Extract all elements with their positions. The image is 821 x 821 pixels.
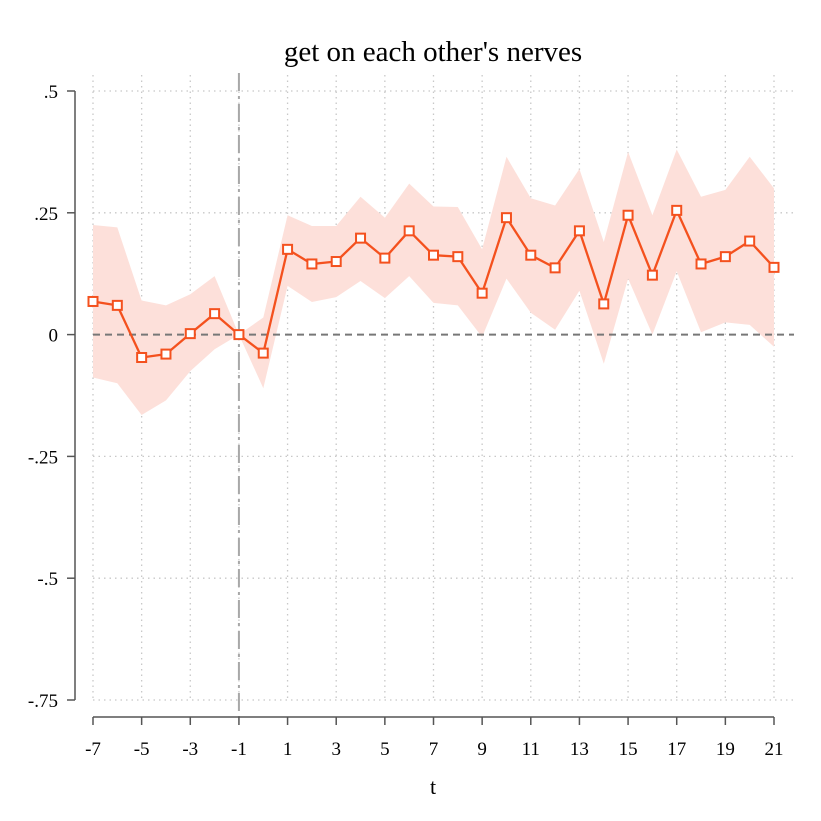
data-point-marker: [403, 225, 415, 237]
data-point-marker: [379, 252, 391, 264]
x-axis-title: t: [430, 774, 436, 799]
data-point-marker: [136, 351, 148, 363]
data-point-marker: [257, 347, 269, 359]
x-tick-label: 21: [765, 739, 784, 760]
data-point-marker: [355, 232, 367, 244]
reference-line-layer: [93, 73, 794, 717]
data-point-marker: [500, 212, 512, 224]
data-point-marker: [306, 258, 318, 270]
data-point-marker: [111, 299, 123, 311]
x-tick-label: 9: [477, 739, 487, 760]
data-point-marker: [549, 262, 561, 274]
x-tick-label: 11: [522, 739, 540, 760]
data-point-marker: [622, 209, 634, 221]
chart-title: get on each other's nerves: [284, 36, 582, 68]
data-point-marker: [452, 251, 464, 263]
confidence-band-layer: [93, 149, 774, 415]
series-layer: [87, 204, 780, 363]
axis-layer: -.75-.5-.250.25.5-7 -5 -3 -1 1 3 5 7 9 11 13 15 17 19…: [28, 82, 784, 760]
x-tick-label: 15: [619, 739, 638, 760]
x-tick-label: 19: [716, 739, 735, 760]
data-point-marker: [87, 295, 99, 307]
data-point-marker: [209, 308, 221, 320]
data-point-marker: [573, 225, 585, 237]
data-point-marker: [671, 204, 683, 216]
data-point-marker: [330, 256, 342, 268]
data-point-marker: [744, 235, 756, 247]
data-point-marker: [428, 249, 439, 261]
x-tick-label: -7: [85, 739, 101, 760]
data-point-marker: [646, 269, 658, 281]
confidence-band: [93, 149, 774, 415]
x-tick-label: 7: [429, 739, 439, 760]
y-tick-label: -.25: [28, 447, 58, 468]
x-tick-label: 1: [283, 739, 293, 760]
data-point-marker: [768, 261, 780, 273]
data-point-marker: [282, 243, 294, 255]
data-point-marker: [695, 258, 707, 270]
data-point-marker: [598, 298, 610, 310]
x-tick-label: 17: [667, 739, 686, 760]
y-tick-label: -.75: [28, 691, 58, 712]
y-tick-label: .5: [44, 82, 58, 103]
y-tick-label: .25: [34, 204, 58, 225]
data-point-marker: [476, 287, 488, 299]
x-tick-label: 13: [570, 739, 589, 760]
y-tick-label: -.5: [37, 569, 58, 590]
x-tick-label: -5: [134, 739, 150, 760]
y-tick-label: 0: [49, 326, 59, 347]
data-point-marker: [184, 328, 196, 340]
data-point-marker: [160, 348, 172, 360]
data-point-marker: [525, 249, 537, 261]
x-tick-label: 3: [331, 739, 341, 760]
x-tick-label: -1: [231, 739, 247, 760]
data-point-marker: [233, 329, 245, 341]
data-point-marker: [719, 251, 731, 263]
x-tick-label: 5: [380, 739, 390, 760]
grid-layer: [92, 75, 794, 701]
x-tick-label: -3: [182, 739, 198, 760]
